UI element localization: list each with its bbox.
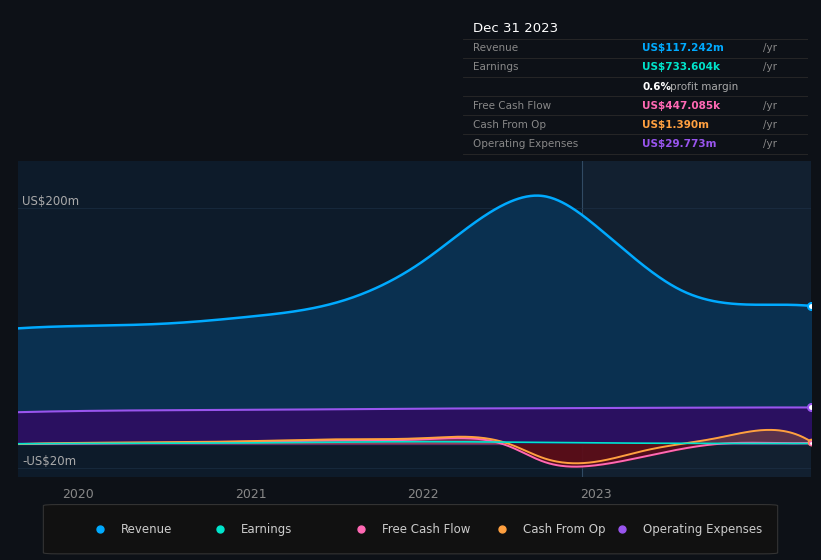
Text: Earnings: Earnings [474,63,519,72]
Text: Operating Expenses: Operating Expenses [644,522,763,536]
Text: profit margin: profit margin [670,82,738,92]
Text: US$0: US$0 [22,431,53,444]
Text: Free Cash Flow: Free Cash Flow [474,101,552,111]
Text: /yr: /yr [764,101,777,111]
Text: Earnings: Earnings [241,522,292,536]
Text: Revenue: Revenue [474,43,519,53]
Bar [582,161,811,477]
Text: /yr: /yr [764,120,777,130]
Text: /yr: /yr [764,139,777,149]
Text: /yr: /yr [764,43,777,53]
Text: Cash From Op: Cash From Op [474,120,546,130]
Text: US$1.390m: US$1.390m [642,120,709,130]
Text: US$200m: US$200m [22,195,79,208]
Text: Revenue: Revenue [121,522,172,536]
Text: Dec 31 2023: Dec 31 2023 [474,22,558,35]
Text: US$447.085k: US$447.085k [642,101,721,111]
Text: US$733.604k: US$733.604k [642,63,720,72]
Text: Operating Expenses: Operating Expenses [474,139,579,149]
Text: -US$20m: -US$20m [22,455,76,468]
Text: US$117.242m: US$117.242m [642,43,724,53]
Text: /yr: /yr [764,63,777,72]
Text: 0.6%: 0.6% [642,82,672,92]
Text: US$29.773m: US$29.773m [642,139,717,149]
FancyBboxPatch shape [44,505,777,554]
Text: Free Cash Flow: Free Cash Flow [383,522,470,536]
Text: Cash From Op: Cash From Op [524,522,606,536]
